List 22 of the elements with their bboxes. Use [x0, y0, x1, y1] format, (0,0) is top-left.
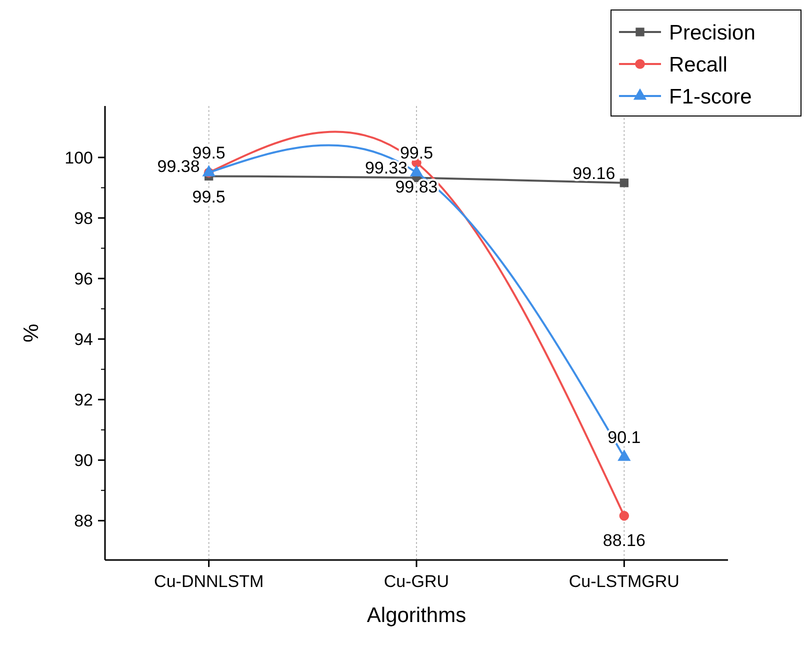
data-label: 88.16: [602, 530, 646, 550]
y-tick-label: 88: [74, 512, 93, 531]
point: [619, 510, 630, 521]
y-tick-label: 96: [74, 269, 93, 288]
x-axis-title: Algorithms: [366, 604, 466, 627]
y-tick-label: 90: [74, 451, 93, 470]
y-tick-label: 98: [74, 208, 93, 228]
data-label: 99.83: [395, 178, 438, 197]
y-tick-label: 100: [64, 148, 93, 168]
x-tick-label: Cu-DNNLSTM: [154, 572, 264, 591]
data-label: 99.5: [192, 188, 226, 207]
y-tick-label: 94: [74, 330, 93, 350]
data-label: 99.16: [572, 164, 616, 183]
x-tick-label: Cu-LSTMGRU: [568, 572, 680, 591]
y-axis-title: %: [20, 324, 43, 342]
legend-label: Recall: [669, 53, 728, 76]
data-label: 99.33: [364, 158, 408, 178]
legend-label: F1-score: [669, 85, 752, 108]
point: [620, 178, 628, 188]
y-tick-label: 92: [74, 390, 93, 410]
legend-label: Precision: [669, 21, 756, 44]
x-tick-label: Cu-GRU: [384, 572, 450, 591]
